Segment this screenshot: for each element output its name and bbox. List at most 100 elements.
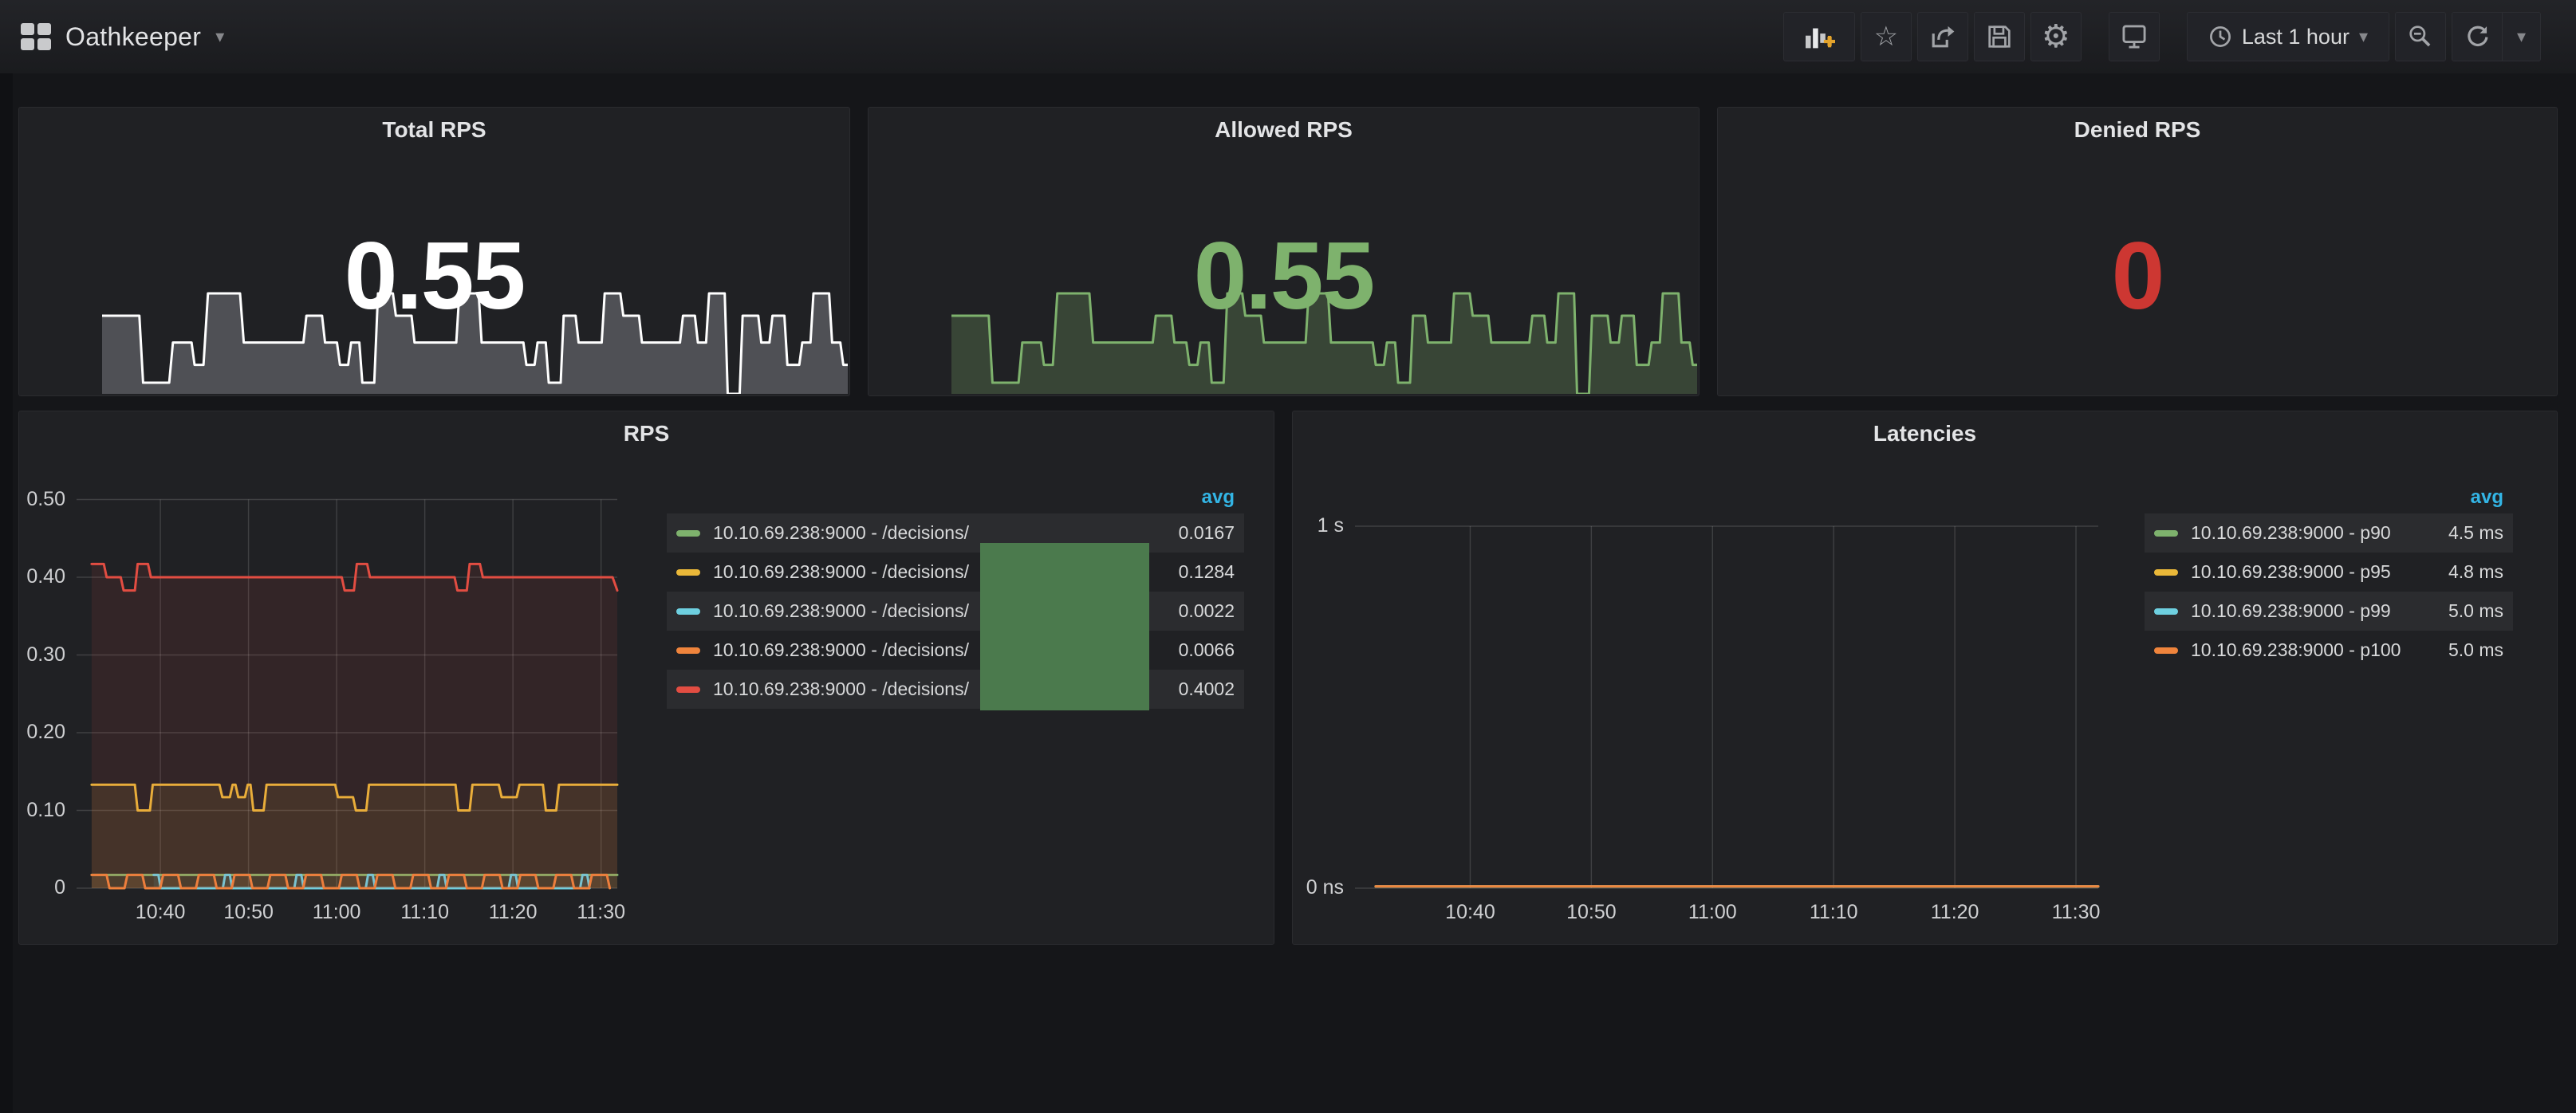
legend-series-swatch[interactable] xyxy=(676,608,700,615)
legend-row: 10.10.69.238:9000 - p99 5.0 ms xyxy=(2145,592,2513,631)
legend-series-avg-value: 0.0167 xyxy=(1178,522,1235,543)
save-button[interactable] xyxy=(1973,12,2025,61)
panel-title[interactable]: RPS xyxy=(623,421,670,446)
chevron-down-icon: ▾ xyxy=(2516,26,2527,46)
y-tick-label: 0 xyxy=(54,876,65,899)
refresh-button[interactable] xyxy=(2452,12,2503,61)
x-tick-label: 11:10 xyxy=(400,901,449,923)
save-icon xyxy=(1988,26,2011,48)
legend-series-avg-value: 0.0022 xyxy=(1178,600,1235,621)
legend-series-label[interactable]: 10.10.69.238:9000 - /decisions/ xyxy=(713,678,969,699)
y-tick-label: 0.30 xyxy=(26,643,65,666)
stat-value: 0.55 xyxy=(1193,222,1376,329)
redaction-overlay xyxy=(980,543,1149,710)
legend-row: 10.10.69.238:9000 - /decisions/0.1284 xyxy=(667,553,1244,592)
sparkline xyxy=(102,282,848,394)
share-button[interactable] xyxy=(1916,12,1968,61)
cycle-view-button[interactable] xyxy=(2108,12,2160,61)
legend-avg-header[interactable]: avg xyxy=(1201,486,1235,508)
legend-series-swatch[interactable] xyxy=(2154,647,2178,654)
add-panel-button[interactable] xyxy=(1782,12,1855,61)
panel-title[interactable]: Latencies xyxy=(1873,421,1977,446)
x-tick-label: 10:40 xyxy=(135,901,186,923)
dashboard-grid-icon[interactable] xyxy=(21,23,51,50)
panel-latencies-graph: Latencies avg 10.10.69.238:9000 - p90 4.5 … xyxy=(1292,411,2558,945)
y-tick-label: 0.10 xyxy=(26,798,65,821)
panel-rps-graph: RPS avg 10.10.69.238:9000 - /decisions/0.… xyxy=(18,411,1274,945)
share-icon xyxy=(1932,26,1955,48)
y-tick-label: 0.40 xyxy=(26,565,65,588)
legend-row: 10.10.69.238:9000 - p100 5.0 ms xyxy=(2145,631,2513,670)
monitor-icon xyxy=(2122,25,2146,49)
x-tick-label: 11:20 xyxy=(488,901,538,923)
rps-graph-area[interactable] xyxy=(77,483,619,890)
x-tick-label: 11:00 xyxy=(1688,901,1737,923)
legend-series-swatch[interactable] xyxy=(2154,568,2178,576)
legend-series-swatch[interactable] xyxy=(676,529,700,537)
refresh-icon xyxy=(2468,26,2488,47)
time-range-label: Last 1 hour xyxy=(2241,24,2350,49)
legend-row: 10.10.69.238:9000 - /decisions/0.4002 xyxy=(667,670,1244,709)
latencies-graph-area[interactable] xyxy=(1355,483,2100,889)
legend-series-swatch[interactable] xyxy=(676,686,700,693)
time-picker[interactable]: Last 1 hour ▾ xyxy=(2186,12,2389,61)
legend-series-avg-value: 5.0 ms xyxy=(2448,600,2503,621)
legend-row: 10.10.69.238:9000 - /decisions/0.0022 xyxy=(667,592,1244,631)
chevron-down-icon: ▾ xyxy=(2358,26,2368,46)
navbar: Oathkeeper ▾ ☆ xyxy=(0,0,2576,73)
legend-series-label[interactable]: 10.10.69.238:9000 - p99 xyxy=(2191,600,2391,621)
star-button[interactable]: ☆ xyxy=(1860,12,1912,61)
x-tick-label: 10:50 xyxy=(223,901,274,923)
settings-button[interactable]: ⚙ xyxy=(2030,12,2082,61)
legend-series-label[interactable]: 10.10.69.238:9000 - /decisions/ xyxy=(713,522,969,543)
rps-legend: avg 10.10.69.238:9000 - /decisions/0.0167… xyxy=(667,482,1244,709)
panel-title[interactable]: Denied RPS xyxy=(2074,117,2201,142)
dashboard-title[interactable]: Oathkeeper xyxy=(65,22,202,51)
panel-total-rps: Total RPS 0.55 xyxy=(18,107,850,396)
x-tick-label: 10:40 xyxy=(1445,901,1495,923)
clock-icon xyxy=(2209,26,2231,47)
legend-avg-header[interactable]: avg xyxy=(2470,486,2503,508)
legend-series-avg-value: 0.4002 xyxy=(1178,678,1235,699)
legend-series-avg-value: 4.5 ms xyxy=(2448,522,2503,543)
latencies-legend: avg 10.10.69.238:9000 - p90 4.5 ms 10.10.69… xyxy=(2145,482,2513,670)
legend-series-swatch[interactable] xyxy=(676,568,700,576)
legend-series-label[interactable]: 10.10.69.238:9000 - /decisions/ xyxy=(713,639,969,660)
x-tick-label: 11:10 xyxy=(1809,901,1858,923)
y-tick-label: 0.20 xyxy=(26,721,65,743)
legend-series-avg-value: 0.1284 xyxy=(1178,561,1235,582)
legend-series-label[interactable]: 10.10.69.238:9000 - /decisions/ xyxy=(713,561,969,582)
panel-allowed-rps: Allowed RPS 0.55 xyxy=(868,107,1700,396)
y-tick-label: 0.50 xyxy=(26,487,65,510)
bar-chart-plus-icon xyxy=(1805,28,1835,49)
legend-series-label[interactable]: 10.10.69.238:9000 - p95 xyxy=(2191,561,2391,582)
stat-value: 0.55 xyxy=(344,222,526,329)
legend-series-swatch[interactable] xyxy=(2154,529,2178,537)
collapsed-sidebar-strip xyxy=(0,73,13,1113)
legend-series-avg-value: 0.0066 xyxy=(1178,639,1235,660)
legend-series-swatch[interactable] xyxy=(676,647,700,654)
legend-row: 10.10.69.238:9000 - p95 4.8 ms xyxy=(2145,553,2513,592)
refresh-interval-dropdown[interactable]: ▾ xyxy=(2503,12,2541,61)
x-tick-label: 11:00 xyxy=(312,901,361,923)
y-tick-label: 0 ns xyxy=(1306,876,1344,899)
legend-series-avg-value: 5.0 ms xyxy=(2448,639,2503,660)
x-tick-label: 11:20 xyxy=(1930,901,1979,923)
x-tick-label: 11:30 xyxy=(2051,901,2101,923)
panel-title[interactable]: Total RPS xyxy=(382,117,486,142)
panel-title[interactable]: Allowed RPS xyxy=(1215,117,1353,142)
x-tick-label: 10:50 xyxy=(1566,901,1617,923)
x-tick-label: 11:30 xyxy=(577,901,626,923)
legend-series-swatch[interactable] xyxy=(2154,608,2178,615)
legend-row: 10.10.69.238:9000 - /decisions/0.0167 xyxy=(667,513,1244,553)
chevron-down-icon[interactable]: ▾ xyxy=(215,26,225,46)
legend-series-label[interactable]: 10.10.69.238:9000 - /decisions/ xyxy=(713,600,969,621)
star-icon: ☆ xyxy=(1873,22,1899,52)
zoom-out-button[interactable] xyxy=(2395,12,2446,61)
stat-value: 0 xyxy=(2111,222,2165,329)
legend-series-label[interactable]: 10.10.69.238:9000 - p90 xyxy=(2191,522,2391,543)
legend-series-label[interactable]: 10.10.69.238:9000 - p100 xyxy=(2191,639,2401,660)
gear-icon: ⚙ xyxy=(2041,19,2070,54)
sparkline xyxy=(951,282,1697,394)
panel-denied-rps: Denied RPS 0 xyxy=(1717,107,2558,396)
